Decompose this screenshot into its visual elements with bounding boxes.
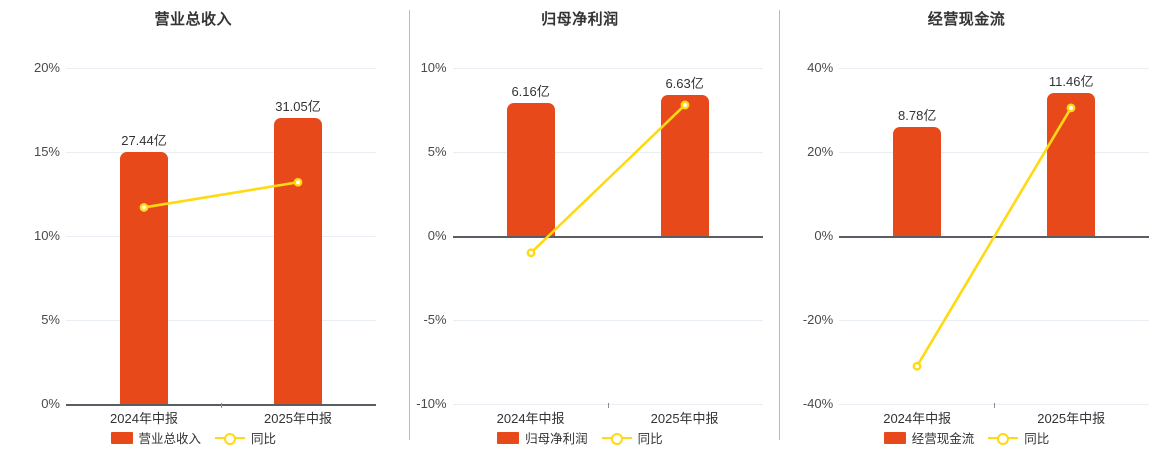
legend-line-marker-icon	[988, 432, 1019, 445]
y-axis-ticks: 10% 5% 0% -5% -10%	[387, 60, 447, 411]
bar-value-label: 31.05亿	[275, 99, 321, 115]
zero-axis-line	[452, 236, 763, 238]
y-axis-tick-label: 0%	[814, 228, 834, 243]
plot-area: 8.78亿 11.46亿	[839, 68, 1150, 405]
panel-title: 归母净利润	[541, 11, 619, 28]
y-axis-tick-label: 10%	[420, 60, 447, 75]
legend-bar-label: 经营现金流	[911, 432, 975, 446]
plot-area: 6.16亿 6.63亿	[452, 68, 763, 405]
gridline	[452, 68, 763, 69]
bar[interactable]	[274, 118, 322, 404]
bar[interactable]	[506, 103, 555, 236]
chart-legend: 营业总收入 同比	[0, 428, 387, 447]
bar-value-label: 11.46亿	[1048, 74, 1094, 90]
zero-axis-line	[839, 236, 1150, 238]
bar-value-label: 6.63亿	[665, 75, 704, 91]
legend-item-line[interactable]: 同比	[601, 428, 663, 447]
legend-line-label: 同比	[1024, 432, 1050, 446]
legend-line-marker-icon	[215, 432, 246, 445]
gridline	[839, 152, 1150, 153]
x-axis-center-tick	[607, 403, 609, 408]
x-axis-label: 2025年中报	[1037, 411, 1106, 426]
legend-item-line[interactable]: 同比	[988, 428, 1049, 447]
y-axis-tick-label: 20%	[33, 60, 60, 75]
bar[interactable]	[120, 152, 168, 404]
y-axis-tick-label: 10%	[33, 228, 60, 243]
y-axis-tick-label: 5%	[41, 312, 60, 327]
legend-item-bar[interactable]: 营业总收入	[110, 428, 202, 447]
x-axis-labels: 2024年中报 2025年中报	[839, 403, 1149, 428]
x-axis-labels: 2024年中报 2025年中报	[453, 403, 763, 428]
bar-value-label: 6.16亿	[511, 84, 550, 100]
y-axis-tick-label: 40%	[807, 60, 834, 75]
legend-bar-label: 营业总收入	[138, 432, 202, 446]
x-axis-label: 2024年中报	[883, 411, 952, 426]
y-axis-ticks: 40% 20% 0% -20% -40%	[773, 60, 834, 411]
y-axis-tick-label: -5%	[423, 312, 447, 327]
legend-item-bar[interactable]: 归母净利润	[497, 428, 588, 447]
legend-bar-swatch-icon	[497, 431, 520, 444]
chart-panel-operating-cash-flow: 经营现金流 40% 20% 0% -20% -40% 8.78亿 11.46亿 2024年…	[773, 0, 1160, 450]
legend-bar-swatch-icon	[110, 431, 133, 444]
legend-bar-swatch-icon	[883, 431, 906, 444]
gridline	[452, 152, 763, 153]
gridline	[66, 236, 376, 237]
x-axis-label: 2025年中报	[264, 411, 332, 426]
x-axis-labels: 2024年中报 2025年中报	[66, 403, 376, 428]
ratio-line-marker[interactable]	[526, 248, 535, 258]
legend-item-line[interactable]: 同比	[215, 428, 276, 447]
legend-line-label: 同比	[637, 432, 663, 446]
y-axis-tick-label: 15%	[33, 144, 60, 159]
chart-legend: 经营现金流 同比	[773, 428, 1160, 447]
chart-legend: 归母净利润 同比	[387, 428, 774, 447]
y-axis-tick-label: -40%	[802, 396, 834, 411]
chart-panel-net-profit: 归母净利润 10% 5% 0% -5% -10% 6.16亿 6.63亿 2024年中报 2…	[387, 0, 774, 450]
legend-item-bar[interactable]: 经营现金流	[883, 428, 975, 447]
y-axis-tick-label: -20%	[802, 312, 834, 327]
y-axis-tick-label: 0%	[41, 396, 60, 411]
plot-area: 27.44亿 31.05亿	[66, 68, 376, 406]
bar-value-label: 8.78亿	[898, 107, 937, 123]
y-axis-ticks: 20% 15% 10% 5% 0%	[0, 60, 60, 411]
x-axis-label: 2025年中报	[650, 411, 719, 426]
panel-title: 营业总收入	[154, 11, 233, 28]
x-axis-center-tick	[994, 403, 996, 408]
y-axis-tick-label: -10%	[416, 396, 447, 411]
bar[interactable]	[1047, 93, 1096, 236]
x-axis-label: 2024年中报	[110, 411, 178, 426]
y-axis-tick-label: 20%	[807, 144, 834, 159]
x-axis-label: 2024年中报	[496, 411, 565, 426]
legend-bar-label: 归母净利润	[525, 432, 588, 446]
y-axis-tick-label: 5%	[427, 144, 447, 159]
y-axis-tick-label: 0%	[427, 228, 447, 243]
gridline	[452, 320, 763, 321]
panel-divider-2	[779, 10, 780, 440]
gridline	[66, 152, 376, 153]
bar-value-label: 27.44亿	[121, 133, 167, 148]
legend-line-marker-icon	[601, 432, 632, 445]
bar[interactable]	[893, 126, 942, 236]
gridline	[839, 68, 1150, 69]
legend-line-label: 同比	[251, 432, 277, 446]
ratio-line-marker[interactable]	[912, 361, 922, 371]
gridline	[839, 320, 1150, 321]
bar[interactable]	[660, 94, 709, 236]
panel-title: 经营现金流	[927, 11, 1006, 28]
panel-divider-1	[409, 10, 410, 440]
x-axis-center-tick	[221, 403, 222, 408]
gridline	[66, 320, 376, 321]
chart-panel-revenue: 营业总收入 20% 15% 10% 5% 0% 27.44亿 31.05亿 2024年中报…	[0, 0, 387, 450]
gridline	[66, 68, 376, 69]
